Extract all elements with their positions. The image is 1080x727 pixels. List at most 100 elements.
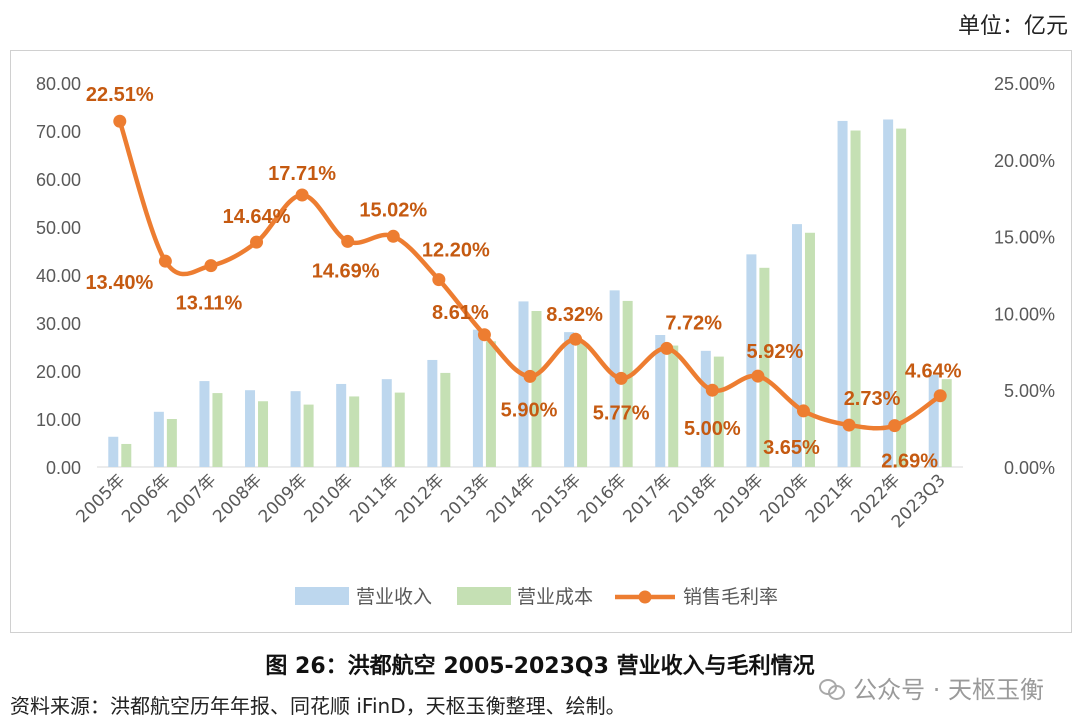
- legend-label-cost: 营业成本: [517, 586, 593, 608]
- x-tick-label: 2011年: [346, 470, 403, 527]
- y-left-tick-label: 40.00: [36, 266, 81, 286]
- margin-point: [295, 188, 309, 202]
- cost-bar: [440, 372, 451, 467]
- legend-swatch-cost: [457, 587, 511, 605]
- watermark-text: 公众号 · 天枢玉衡: [853, 676, 1044, 704]
- margin-point: [660, 341, 674, 355]
- revenue-bar: [108, 436, 119, 467]
- unit-label: 单位：亿元: [957, 14, 1068, 39]
- margin-point: [432, 273, 446, 287]
- cost-bar: [668, 345, 679, 467]
- margin-data-label: 12.20%: [422, 240, 490, 262]
- cost-bar: [349, 396, 360, 467]
- revenue-bar: [199, 381, 210, 467]
- revenue-bar: [746, 254, 757, 467]
- cost-bar: [166, 419, 177, 467]
- cost-bar: [303, 404, 314, 467]
- cost-bar: [804, 232, 815, 467]
- margin-point: [751, 369, 765, 383]
- revenue-bar: [427, 359, 438, 467]
- revenue-bar: [153, 411, 164, 467]
- chart: 0.00 10.00 20.00 30.00 40.00 50.00 60.00 70.00 8…: [36, 74, 1055, 608]
- margin-point: [341, 234, 355, 248]
- y-right-tick-label: 0.00%: [1004, 458, 1055, 478]
- cost-bar: [941, 379, 952, 467]
- margin-point: [477, 328, 491, 342]
- legend-label-revenue: 营业收入: [356, 586, 432, 608]
- source-note: 资料来源：洪都航空历年年报、同花顺 iFinD，天枢玉衡整理、绘制。: [10, 694, 626, 718]
- legend: 营业收入 营业成本 销售毛利率: [295, 586, 778, 608]
- margin-data-label: 7.72%: [665, 312, 722, 334]
- cost-bar: [896, 128, 907, 467]
- figure-caption: 图 26：洪都航空 2005-2023Q3 营业收入与毛利情况: [265, 654, 815, 679]
- x-tick-label: 2014年: [483, 470, 540, 527]
- cost-bar: [759, 267, 770, 467]
- x-tick-label: 2010年: [300, 470, 357, 527]
- margin-data-label: 15.02%: [359, 199, 427, 221]
- x-tick-label: 2020年: [756, 470, 813, 527]
- x-tick-label: 2019年: [711, 470, 768, 527]
- cost-bar: [713, 356, 724, 467]
- margin-data-label: 8.61%: [432, 302, 489, 324]
- y-left-tick-label: 0.00: [46, 458, 81, 478]
- cost-bar: [212, 393, 223, 467]
- x-tick-label: 2017年: [620, 470, 677, 527]
- x-tick-label: 2005年: [73, 470, 130, 527]
- x-tick-label: 2013年: [437, 470, 494, 527]
- margin-data-label: 22.51%: [86, 84, 154, 106]
- revenue-bar: [564, 332, 575, 467]
- y-right-tick-label: 20.00%: [994, 151, 1055, 171]
- margin-point: [888, 419, 902, 433]
- y-left-tick-label: 70.00: [36, 122, 81, 142]
- y-right-tick-label: 25.00%: [994, 74, 1055, 94]
- revenue-bar: [837, 120, 848, 468]
- margin-point: [569, 332, 583, 346]
- margin-data-label: 5.90%: [501, 399, 558, 421]
- margin-data-label: 5.77%: [593, 402, 650, 424]
- cost-bar: [531, 311, 542, 467]
- margin-point: [523, 369, 537, 383]
- watermark: 公众号 · 天枢玉衡: [819, 670, 1044, 705]
- x-tick-label: 2021年: [802, 470, 859, 527]
- y-right-tick-label: 15.00%: [994, 228, 1055, 248]
- margin-data-label: 5.92%: [747, 341, 804, 363]
- revenue-bar: [655, 335, 666, 467]
- revenue-bar: [336, 383, 347, 467]
- x-tick-label: 2009年: [255, 470, 312, 527]
- x-tick-label: 2016年: [574, 470, 631, 527]
- cost-bar: [850, 130, 861, 467]
- revenue-bar: [700, 350, 711, 467]
- x-tick-label: 2008年: [209, 470, 266, 527]
- x-tick-label: 2018年: [665, 470, 722, 527]
- revenue-bar: [791, 224, 802, 467]
- y-left-tick-label: 80.00: [36, 74, 81, 94]
- wechat-icon: [819, 677, 846, 700]
- margin-data-label: 8.32%: [546, 304, 603, 326]
- margin-data-label: 14.64%: [223, 206, 291, 228]
- margin-data-label: 17.71%: [268, 163, 336, 185]
- margin-data-label: 2.73%: [844, 388, 901, 410]
- margin-point: [842, 418, 856, 432]
- margin-point: [158, 254, 172, 268]
- y-left-tick-label: 30.00: [36, 314, 81, 334]
- cost-bar: [258, 401, 269, 467]
- y-left-tick-label: 50.00: [36, 218, 81, 238]
- margin-data-label: 5.00%: [684, 418, 741, 440]
- y-right-tick-label: 10.00%: [994, 304, 1055, 324]
- margin-data-label: 2.69%: [881, 451, 938, 473]
- y-left-tick-label: 20.00: [36, 362, 81, 382]
- x-tick-label: 2007年: [164, 470, 221, 527]
- margin-point: [614, 371, 628, 385]
- margin-point: [705, 383, 719, 397]
- margin-point: [204, 259, 218, 273]
- revenue-bar: [290, 391, 301, 467]
- cost-bar: [485, 341, 496, 467]
- revenue-bar: [472, 329, 483, 467]
- margin-point: [933, 389, 947, 403]
- margin-data-label: 13.11%: [176, 293, 243, 315]
- legend-marker-margin: [638, 590, 652, 604]
- cost-bar: [121, 443, 132, 467]
- cost-bar: [394, 392, 405, 467]
- revenue-bar: [883, 119, 894, 467]
- margin-data-label: 3.65%: [763, 437, 820, 459]
